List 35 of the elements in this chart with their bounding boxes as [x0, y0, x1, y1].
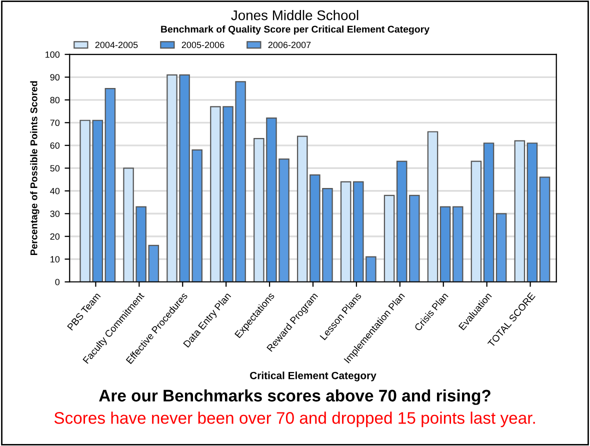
y-tick-label: 0 [55, 278, 60, 286]
bar [539, 176, 550, 282]
bar [452, 206, 464, 282]
x-axis-title: Critical Element Category [250, 372, 376, 382]
legend-label: 2005-2006 [182, 42, 224, 48]
legend-label: 2006-2007 [268, 42, 311, 48]
bar [440, 206, 451, 282]
chart-title: Jones Middle School [231, 10, 358, 20]
y-tick-label: 60 [50, 142, 60, 149]
y-tick-label: 90 [50, 74, 60, 81]
bar [470, 160, 482, 282]
bar [384, 194, 395, 282]
y-tick-label: 100 [46, 51, 60, 58]
bar [148, 244, 160, 282]
y-tick-label: 10 [50, 256, 60, 262]
bar [396, 160, 408, 282]
bar [496, 213, 507, 282]
bar [340, 181, 352, 282]
bar [526, 142, 538, 282]
y-tick-label: 30 [50, 210, 60, 217]
text: Are our Benchmarks scores above 70 and rising? [99, 389, 490, 405]
y-tick-label: 80 [50, 96, 60, 104]
y-tick-label: 70 [50, 120, 60, 126]
text: Scores have never been over 70 and dropped 15 points last year. [54, 412, 535, 428]
legend-label: 2004-2005 [95, 42, 138, 48]
y-tick-label: 20 [50, 233, 60, 240]
bar [427, 131, 438, 282]
chart-subtitle: Benchmark of Quality Score per Critical Element Category [161, 26, 430, 35]
y-tick-label: 50 [50, 165, 60, 172]
bar [483, 142, 494, 282]
bar [514, 140, 526, 282]
bar [409, 194, 420, 282]
bar [104, 88, 116, 282]
y-tick-label: 40 [50, 188, 60, 194]
y-axis-title: Percentage of Possible Points Scored [30, 81, 40, 256]
